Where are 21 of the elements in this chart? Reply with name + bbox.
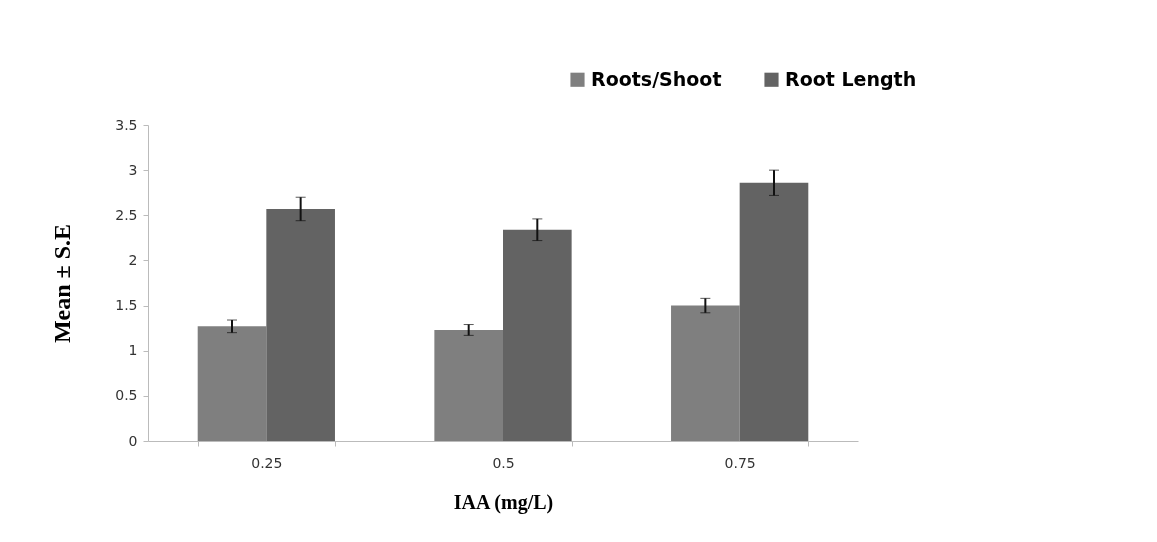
- bar: [671, 305, 740, 441]
- bar: [739, 182, 809, 441]
- bar: [266, 208, 335, 441]
- bar: [434, 329, 503, 441]
- y-tick-label: 3.5: [115, 116, 138, 133]
- legend-label: Root Length: [785, 67, 917, 90]
- y-tick-label: 1.5: [115, 297, 138, 314]
- x-tick-label: 0.75: [724, 454, 756, 471]
- x-axis-title: IAA (mg/L): [453, 490, 554, 514]
- legend-label: Roots/Shoot: [591, 67, 722, 90]
- x-tick-label: 0.25: [251, 454, 283, 471]
- y-tick-label: 0: [128, 432, 138, 449]
- y-tick-label: 2: [128, 251, 138, 268]
- y-axis-title: Mean ± S.E: [49, 223, 76, 344]
- y-tick-label: 1: [128, 342, 138, 359]
- y-tick-label: 3: [128, 161, 138, 178]
- bar: [197, 326, 267, 441]
- y-tick-label: 2.5: [115, 206, 138, 223]
- y-tick-label: 0.5: [115, 387, 138, 404]
- bar: [503, 229, 572, 441]
- x-tick-label: 0.5: [492, 454, 515, 471]
